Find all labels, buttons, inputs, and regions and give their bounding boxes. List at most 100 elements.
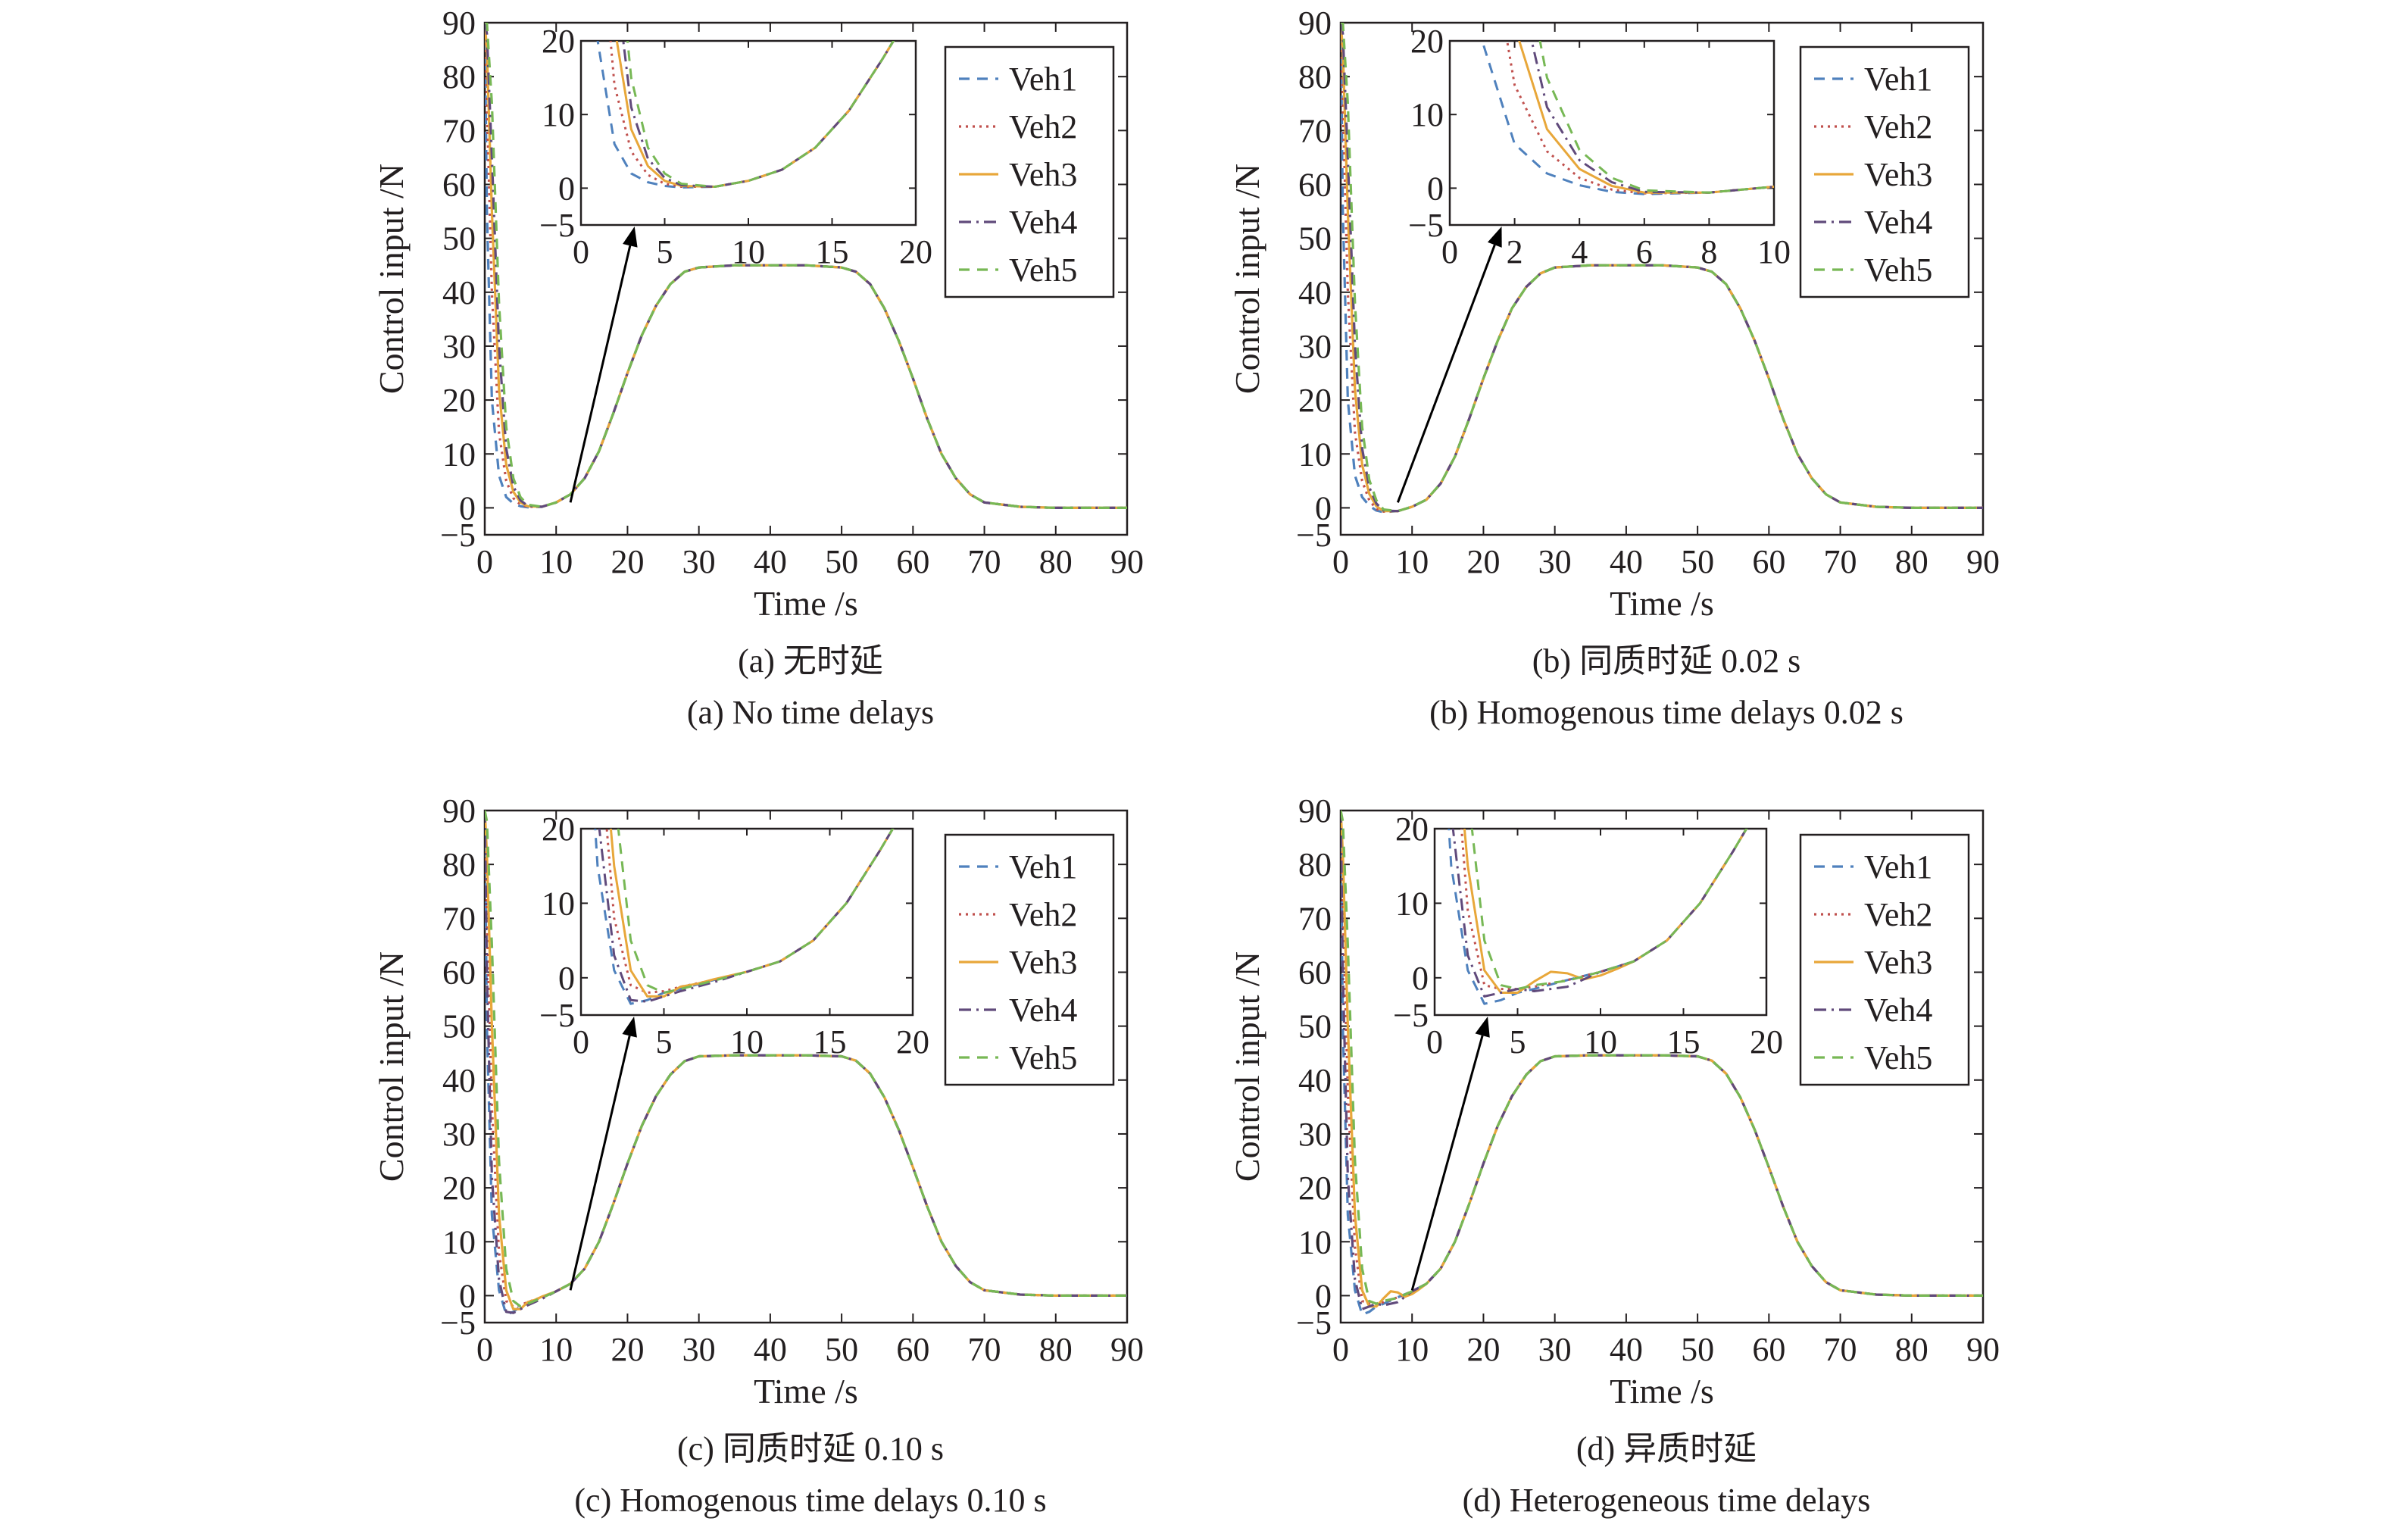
series-line-veh4 <box>485 23 1127 509</box>
y-tick-label: 0 <box>459 1277 476 1314</box>
legend-label-veh3: Veh3 <box>1864 156 1932 193</box>
series-line-veh5 <box>1341 811 1983 1305</box>
x-tick-label: 60 <box>1752 543 1785 580</box>
inset-series-line-veh5 <box>1538 41 1774 194</box>
y-tick-label: 70 <box>1298 900 1332 937</box>
inset-x-tick-label: 2 <box>1507 233 1523 270</box>
caption-d-cn: (d) 异质时延 <box>1576 1430 1757 1467</box>
inset-series-line-veh1 <box>596 41 895 189</box>
zoom-arrow-head <box>1475 1017 1490 1038</box>
legend-label-veh2: Veh2 <box>1864 108 1932 145</box>
inset-y-tick-label: 10 <box>542 96 575 133</box>
inset-y-tick-label: −5 <box>1408 207 1444 244</box>
inset-series-line-veh3 <box>1518 41 1774 194</box>
x-tick-label: 70 <box>968 1331 1001 1368</box>
subplot-d: 0 10 20 30 40 50 60 70 80 90−50102030405060708090… <box>1228 792 2000 1410</box>
x-tick-label: 0 <box>1332 1331 1349 1368</box>
x-tick-label: 70 <box>1824 543 1857 580</box>
y-tick-label: −5 <box>1296 517 1332 554</box>
legend-label-veh4: Veh4 <box>1864 992 1932 1029</box>
legend: Veh1 Veh2 Veh3 Veh4 Veh5 <box>1799 833 1970 1086</box>
legend-label-veh2: Veh2 <box>1864 896 1932 933</box>
legend-label-veh5: Veh5 <box>1864 251 1932 289</box>
legend-label-veh1: Veh1 <box>1009 848 1077 886</box>
series-line-veh5 <box>1341 23 1983 513</box>
x-tick-label: 10 <box>539 1331 573 1368</box>
y-tick-label: 40 <box>442 1062 476 1099</box>
x-axis-label: Time /s <box>754 584 858 623</box>
inset-x-tick-label: 10 <box>1584 1023 1617 1061</box>
inset-y-tick-label: 0 <box>558 960 575 997</box>
y-tick-label: 90 <box>1298 792 1332 829</box>
y-tick-label: 90 <box>442 792 476 829</box>
inset-y-tick-label: 0 <box>1427 170 1444 207</box>
inset-frame <box>579 827 914 1017</box>
x-axis-label: Time /s <box>1610 1372 1714 1410</box>
inset-y-tick-label: 20 <box>542 811 575 848</box>
x-tick-label: 0 <box>476 543 493 580</box>
x-tick-label: 60 <box>896 1331 929 1368</box>
y-tick-label: 20 <box>1298 382 1332 419</box>
inset-x-tick-label: 0 <box>573 233 589 270</box>
y-tick-label: 60 <box>442 954 476 991</box>
inset-y-tick-label: 10 <box>1410 96 1444 133</box>
x-tick-label: 40 <box>1610 543 1643 580</box>
inset-x-tick-label: 15 <box>1667 1023 1700 1061</box>
series-group <box>485 811 1127 1316</box>
inset-y-tick-label: 10 <box>1395 885 1429 922</box>
inset-y-tick-label: 20 <box>1395 811 1429 848</box>
inset-x-tick-label: 20 <box>1750 1023 1783 1061</box>
legend-label-veh2: Veh2 <box>1009 896 1077 933</box>
inset-series-line-veh2 <box>1506 41 1774 195</box>
zoom-arrow-head <box>1487 226 1502 248</box>
legend-label-veh5: Veh5 <box>1009 251 1077 289</box>
series-line-veh5 <box>485 23 1127 509</box>
legend-label-veh3: Veh3 <box>1864 944 1932 981</box>
y-tick-label: 20 <box>442 382 476 419</box>
legend-box <box>944 45 1115 298</box>
inset-x-tick-label: 20 <box>896 1023 929 1061</box>
zoom-arrow <box>1396 244 1496 503</box>
y-tick-label: 40 <box>1298 274 1332 311</box>
y-tick-label: −5 <box>440 517 476 554</box>
y-tick-label: 10 <box>1298 436 1332 473</box>
x-axis-label: Time /s <box>1610 584 1714 623</box>
series-line-veh3 <box>485 811 1127 1310</box>
x-tick-label: 50 <box>1681 543 1714 580</box>
x-tick-label: 10 <box>539 543 573 580</box>
x-tick-label: 0 <box>476 1331 493 1368</box>
x-tick-label: 70 <box>968 543 1001 580</box>
y-tick-label: 50 <box>1298 1008 1332 1045</box>
series-group <box>1341 811 1983 1316</box>
inset-x-tick-label: 8 <box>1700 233 1717 270</box>
inset-x-tick-label: 15 <box>814 1023 847 1061</box>
inset-x-tick-label: 10 <box>1757 233 1791 270</box>
x-tick-label: 20 <box>611 543 644 580</box>
zoom-arrow <box>569 1035 631 1291</box>
legend-label-veh5: Veh5 <box>1009 1039 1077 1076</box>
inset-x-tick-label: 6 <box>1636 233 1653 270</box>
zoom-arrow-head <box>623 226 638 248</box>
series-line-veh4 <box>1341 811 1983 1310</box>
zoom-arrow-head <box>622 1017 637 1038</box>
x-tick-label: 80 <box>1039 1331 1073 1368</box>
legend-label-veh4: Veh4 <box>1009 204 1077 241</box>
inset-y-tick-label: −5 <box>539 207 575 244</box>
subplot-a: 0 10 20 30 40 50 60 70 80 90−50102030405060708090… <box>372 5 1144 623</box>
y-axis-label: Control input /N <box>1228 951 1266 1182</box>
y-tick-label: 30 <box>1298 1116 1332 1153</box>
legend-label-veh1: Veh1 <box>1864 61 1932 98</box>
series-group <box>485 23 1127 509</box>
y-tick-label: 40 <box>1298 1062 1332 1099</box>
inset-x-tick-label: 0 <box>573 1023 589 1061</box>
x-tick-label: 30 <box>1538 543 1572 580</box>
zoom-arrow <box>569 245 632 503</box>
x-tick-label: 20 <box>1466 543 1500 580</box>
legend-label-veh4: Veh4 <box>1864 204 1932 241</box>
inset-series-group <box>596 41 895 189</box>
caption-b-cn: (b) 同质时延 0.02 s <box>1532 642 1801 679</box>
x-tick-label: 40 <box>754 543 787 580</box>
caption-c-en: (c) Homogenous time delays 0.10 s <box>574 1482 1047 1519</box>
